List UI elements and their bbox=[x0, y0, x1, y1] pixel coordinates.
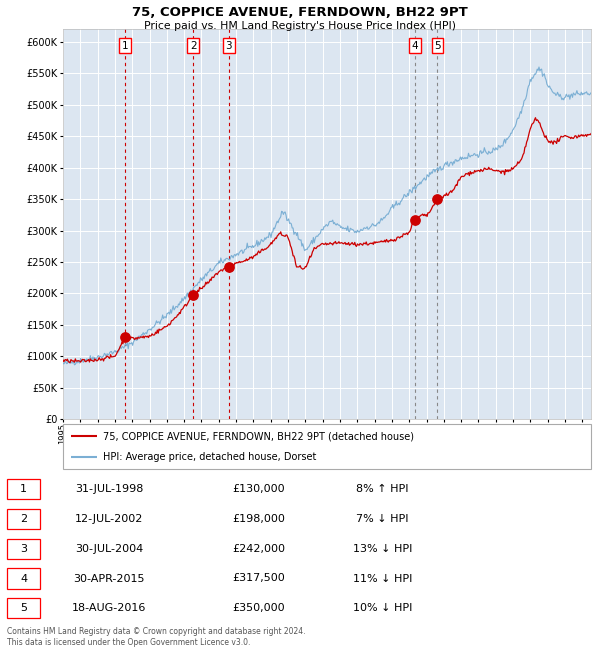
Text: 3: 3 bbox=[226, 41, 232, 51]
Point bbox=[120, 332, 130, 343]
Text: 31-JUL-1998: 31-JUL-1998 bbox=[75, 484, 143, 494]
Text: HPI: Average price, detached house, Dorset: HPI: Average price, detached house, Dors… bbox=[103, 452, 316, 461]
Text: 13% ↓ HPI: 13% ↓ HPI bbox=[353, 543, 412, 554]
Text: 1: 1 bbox=[20, 484, 27, 494]
Text: Price paid vs. HM Land Registry's House Price Index (HPI): Price paid vs. HM Land Registry's House … bbox=[144, 21, 456, 31]
FancyBboxPatch shape bbox=[7, 509, 40, 528]
Text: 12-JUL-2002: 12-JUL-2002 bbox=[75, 514, 143, 524]
Text: 7% ↓ HPI: 7% ↓ HPI bbox=[356, 514, 409, 524]
Text: 75, COPPICE AVENUE, FERNDOWN, BH22 9PT: 75, COPPICE AVENUE, FERNDOWN, BH22 9PT bbox=[132, 6, 468, 20]
Text: 11% ↓ HPI: 11% ↓ HPI bbox=[353, 573, 412, 584]
Point bbox=[410, 214, 420, 225]
Text: 75, COPPICE AVENUE, FERNDOWN, BH22 9PT (detached house): 75, COPPICE AVENUE, FERNDOWN, BH22 9PT (… bbox=[103, 432, 413, 441]
Text: 18-AUG-2016: 18-AUG-2016 bbox=[72, 603, 146, 614]
Text: 4: 4 bbox=[20, 573, 27, 584]
Text: £350,000: £350,000 bbox=[233, 603, 285, 614]
Text: £242,000: £242,000 bbox=[232, 543, 286, 554]
Text: 3: 3 bbox=[20, 543, 27, 554]
FancyBboxPatch shape bbox=[7, 569, 40, 588]
Text: £130,000: £130,000 bbox=[233, 484, 285, 494]
Point bbox=[188, 289, 198, 300]
Text: 2: 2 bbox=[20, 514, 27, 524]
Text: £317,500: £317,500 bbox=[232, 573, 285, 584]
Text: 1: 1 bbox=[122, 41, 128, 51]
Point bbox=[224, 262, 233, 272]
Point bbox=[433, 194, 442, 204]
Text: 30-JUL-2004: 30-JUL-2004 bbox=[75, 543, 143, 554]
FancyBboxPatch shape bbox=[63, 424, 591, 469]
Text: 2: 2 bbox=[190, 41, 197, 51]
Text: 30-APR-2015: 30-APR-2015 bbox=[73, 573, 145, 584]
Text: This data is licensed under the Open Government Licence v3.0.: This data is licensed under the Open Gov… bbox=[7, 638, 251, 647]
Text: 10% ↓ HPI: 10% ↓ HPI bbox=[353, 603, 412, 614]
FancyBboxPatch shape bbox=[7, 599, 40, 618]
Text: 8% ↑ HPI: 8% ↑ HPI bbox=[356, 484, 409, 494]
Text: £198,000: £198,000 bbox=[232, 514, 285, 524]
Text: 5: 5 bbox=[434, 41, 441, 51]
Text: 4: 4 bbox=[412, 41, 418, 51]
FancyBboxPatch shape bbox=[7, 539, 40, 558]
FancyBboxPatch shape bbox=[7, 479, 40, 499]
Text: Contains HM Land Registry data © Crown copyright and database right 2024.: Contains HM Land Registry data © Crown c… bbox=[7, 627, 306, 636]
Text: 5: 5 bbox=[20, 603, 27, 614]
